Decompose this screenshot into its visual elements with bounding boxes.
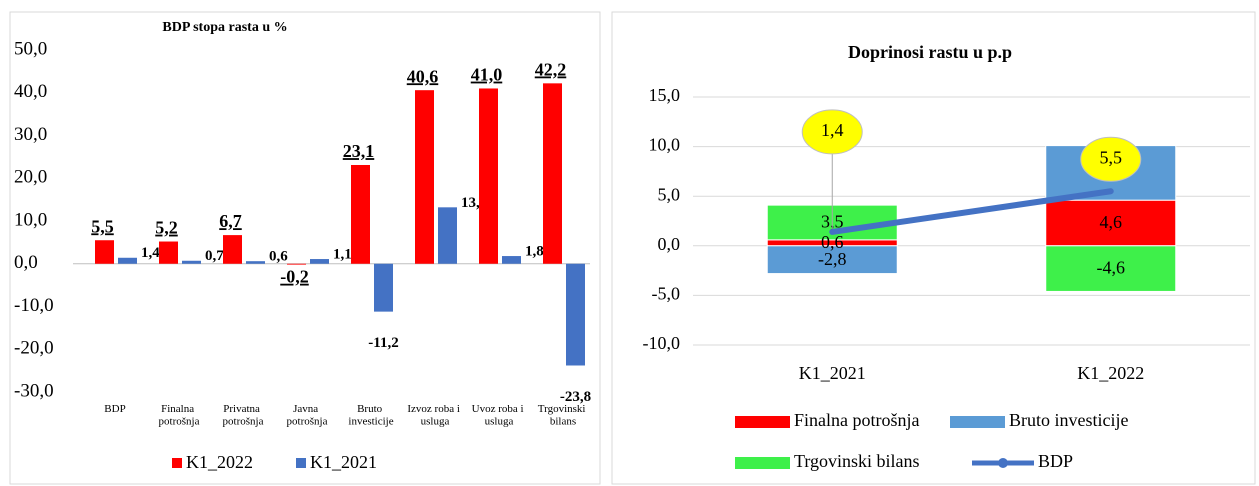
value-label: -0,2 [280, 267, 309, 287]
legend-swatch [735, 457, 790, 469]
bar [374, 263, 393, 312]
x-tick-label: Uvoz roba i usluga [472, 403, 527, 428]
x-tick-label: Finalna potrošnja [159, 403, 200, 428]
y-tick-label: -10,0 [14, 295, 54, 316]
bar [351, 164, 370, 264]
legend-marker [998, 458, 1008, 468]
chart-title: BDP stopa rasta u % [162, 20, 287, 35]
value-label: -4,6 [1097, 258, 1126, 278]
bar [246, 261, 265, 264]
bar [223, 235, 242, 264]
bar [543, 83, 562, 264]
bar [182, 260, 201, 264]
y-tick-label: 5,0 [658, 184, 681, 204]
callout-bubble [1080, 136, 1142, 182]
value-label: 1,8 [525, 243, 544, 259]
bar [310, 259, 329, 264]
bar [95, 240, 114, 264]
y-tick-label: -5,0 [652, 284, 681, 304]
legend-label: Bruto investicije [1009, 410, 1128, 430]
x-tick-label: K1_2021 [799, 363, 866, 383]
bar-segment [766, 245, 898, 275]
bar-segment [1045, 245, 1177, 292]
value-label: 5,2 [155, 218, 178, 238]
legend-label: K1_2021 [310, 452, 377, 472]
value-label: 4,6 [1100, 212, 1123, 232]
y-tick-label: 15,0 [649, 85, 681, 105]
bar [287, 263, 306, 265]
callout-bubble [801, 109, 863, 155]
y-tick-label: -20,0 [14, 338, 54, 359]
value-label: 1,1 [333, 246, 352, 262]
value-label: 41,0 [471, 65, 503, 85]
bar [479, 88, 498, 264]
legend-swatch [735, 416, 790, 428]
legend-swatch [296, 458, 306, 468]
y-tick-label: 20,0 [14, 167, 47, 188]
value-label: 0,7 [205, 248, 224, 264]
x-tick-label: Javna potrošnja [287, 403, 328, 428]
value-label: 0,6 [269, 249, 288, 265]
x-tick-label: Bruto investicije [348, 403, 393, 428]
y-tick-label: 10,0 [14, 209, 47, 230]
y-tick-label: 30,0 [14, 124, 47, 145]
x-tick-label: Privatna potrošnja [223, 403, 264, 428]
bar [118, 257, 137, 264]
legend-label: K1_2022 [186, 452, 253, 472]
legend-label: Trgovinski bilans [794, 451, 920, 471]
y-tick-label: -30,0 [14, 380, 54, 401]
bar [502, 256, 521, 264]
x-tick-label: Trgovinski bilans [538, 403, 588, 428]
value-label: 1,4 [141, 245, 160, 261]
bar-segment [1045, 199, 1177, 247]
legend-swatch [172, 458, 182, 468]
y-tick-label: 50,0 [14, 38, 47, 59]
value-label: 5,5 [91, 216, 114, 236]
y-tick-label: 40,0 [14, 81, 47, 102]
value-label: 42,2 [535, 59, 567, 79]
value-label: 6,7 [219, 211, 242, 231]
y-tick-label: 10,0 [649, 135, 681, 155]
y-tick-label: 0,0 [14, 252, 38, 273]
value-label: 40,6 [407, 66, 439, 86]
value-label: 5,5 [1100, 147, 1123, 167]
line [829, 188, 1114, 235]
bar [159, 241, 178, 264]
bar [438, 207, 457, 264]
legend-swatch [950, 416, 1005, 428]
bar [415, 90, 434, 264]
x-tick-label: K1_2022 [1077, 363, 1144, 383]
value-label: 23,1 [343, 141, 375, 161]
value-label: -23,8 [560, 389, 591, 405]
chart-title: Doprinosi rastu u p.p [848, 42, 1012, 62]
value-label: -11,2 [368, 335, 398, 351]
value-label: 0,6 [821, 232, 844, 252]
value-label: 1,4 [821, 120, 844, 140]
x-tick-label: Izvoz roba i usluga [407, 403, 462, 428]
bar [566, 263, 585, 366]
legend-label: Finalna potrošnja [794, 410, 919, 430]
y-tick-label: -10,0 [643, 333, 681, 353]
value-label: -2,8 [818, 249, 847, 269]
legend-label: BDP [1038, 451, 1073, 471]
y-tick-label: 0,0 [658, 234, 681, 254]
x-tick-label: BDP [104, 403, 125, 415]
